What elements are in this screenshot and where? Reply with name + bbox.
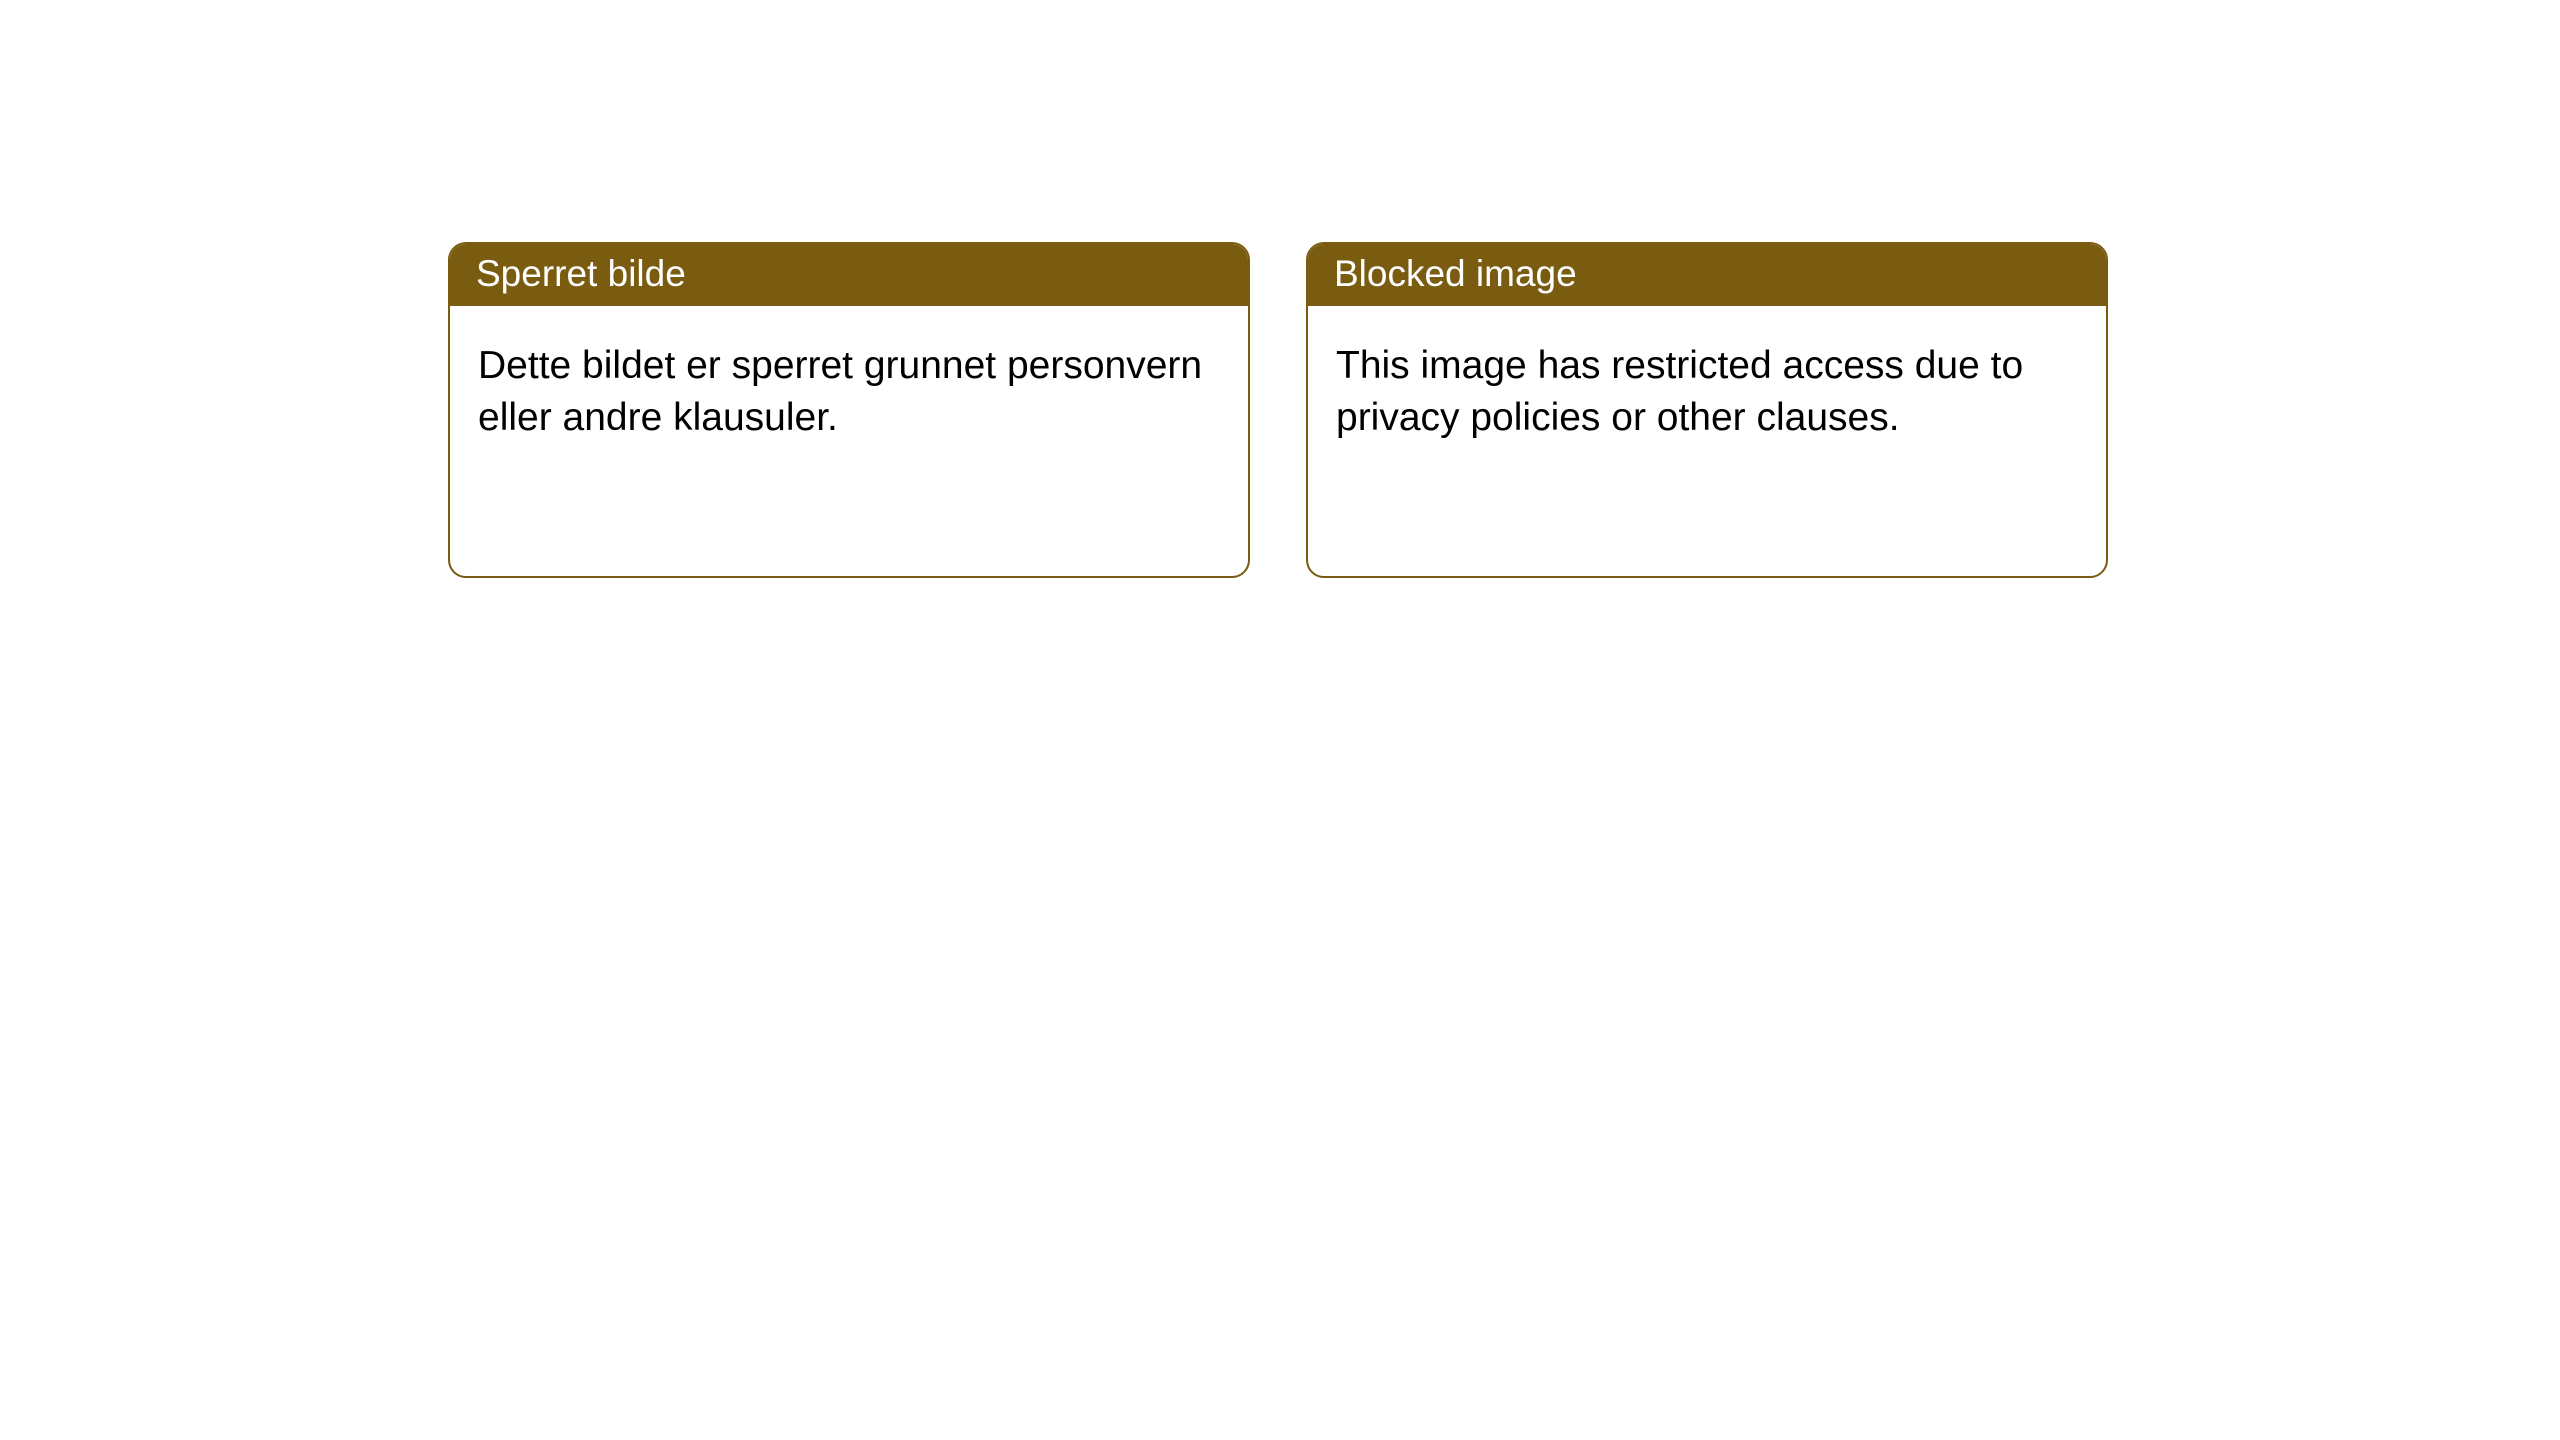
notice-body: Dette bildet er sperret grunnet personve… bbox=[450, 306, 1248, 472]
notice-box-english: Blocked image This image has restricted … bbox=[1306, 242, 2108, 578]
notice-header: Sperret bilde bbox=[450, 244, 1248, 306]
notice-container: Sperret bilde Dette bildet er sperret gr… bbox=[0, 0, 2560, 578]
notice-body: This image has restricted access due to … bbox=[1308, 306, 2106, 472]
notice-header: Blocked image bbox=[1308, 244, 2106, 306]
notice-box-norwegian: Sperret bilde Dette bildet er sperret gr… bbox=[448, 242, 1250, 578]
